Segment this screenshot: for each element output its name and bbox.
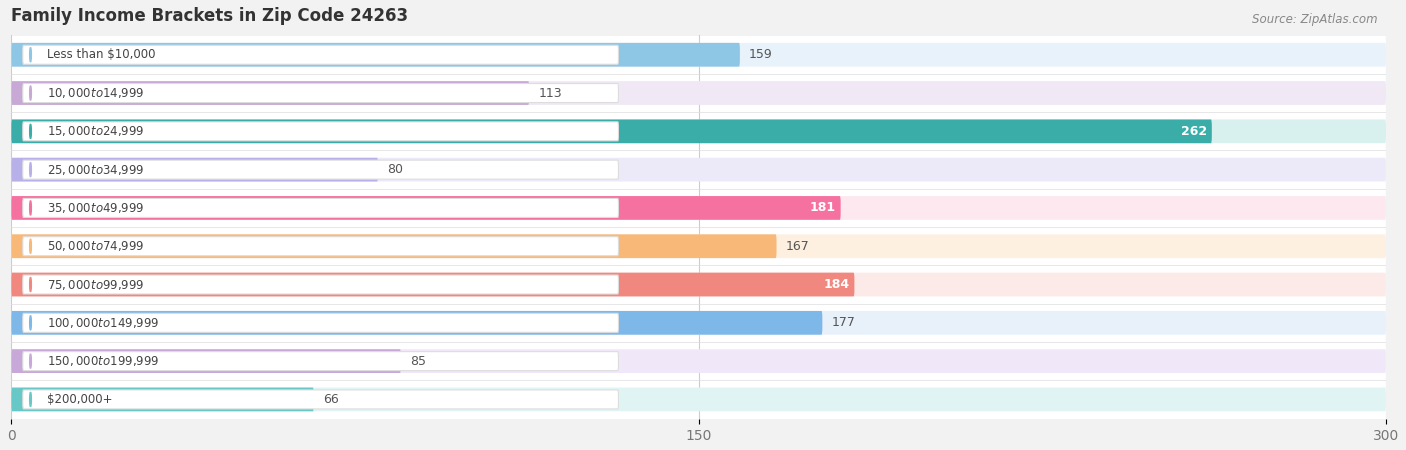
FancyBboxPatch shape xyxy=(11,196,841,220)
FancyBboxPatch shape xyxy=(11,158,1386,181)
FancyBboxPatch shape xyxy=(11,234,1386,258)
FancyBboxPatch shape xyxy=(22,351,619,371)
FancyBboxPatch shape xyxy=(11,196,1386,220)
FancyBboxPatch shape xyxy=(11,349,401,373)
FancyBboxPatch shape xyxy=(22,45,619,64)
FancyBboxPatch shape xyxy=(11,150,1386,189)
FancyBboxPatch shape xyxy=(11,74,1386,112)
FancyBboxPatch shape xyxy=(11,119,1212,143)
Circle shape xyxy=(30,201,31,215)
FancyBboxPatch shape xyxy=(11,387,1386,411)
FancyBboxPatch shape xyxy=(22,390,619,409)
Text: Family Income Brackets in Zip Code 24263: Family Income Brackets in Zip Code 24263 xyxy=(11,7,409,25)
FancyBboxPatch shape xyxy=(11,311,1386,335)
Circle shape xyxy=(30,124,31,139)
FancyBboxPatch shape xyxy=(11,81,529,105)
FancyBboxPatch shape xyxy=(22,160,619,179)
Text: 177: 177 xyxy=(831,316,855,329)
FancyBboxPatch shape xyxy=(22,275,619,294)
Circle shape xyxy=(30,162,31,177)
FancyBboxPatch shape xyxy=(11,234,776,258)
FancyBboxPatch shape xyxy=(11,158,378,181)
Circle shape xyxy=(30,239,31,253)
FancyBboxPatch shape xyxy=(11,189,1386,227)
FancyBboxPatch shape xyxy=(11,273,855,297)
Text: $25,000 to $34,999: $25,000 to $34,999 xyxy=(48,162,145,177)
FancyBboxPatch shape xyxy=(11,311,823,335)
Text: Less than $10,000: Less than $10,000 xyxy=(48,48,156,61)
FancyBboxPatch shape xyxy=(22,122,619,141)
Circle shape xyxy=(30,86,31,100)
FancyBboxPatch shape xyxy=(11,266,1386,304)
Text: 85: 85 xyxy=(411,355,426,368)
Circle shape xyxy=(30,315,31,330)
Text: 159: 159 xyxy=(749,48,773,61)
FancyBboxPatch shape xyxy=(11,380,1386,419)
Text: Source: ZipAtlas.com: Source: ZipAtlas.com xyxy=(1253,14,1378,27)
FancyBboxPatch shape xyxy=(11,304,1386,342)
Text: $100,000 to $149,999: $100,000 to $149,999 xyxy=(48,316,160,330)
Text: 113: 113 xyxy=(538,86,562,99)
Text: $35,000 to $49,999: $35,000 to $49,999 xyxy=(48,201,145,215)
Circle shape xyxy=(30,354,31,369)
FancyBboxPatch shape xyxy=(22,237,619,256)
FancyBboxPatch shape xyxy=(11,387,314,411)
Circle shape xyxy=(30,277,31,292)
FancyBboxPatch shape xyxy=(22,198,619,217)
Text: 80: 80 xyxy=(387,163,404,176)
Text: 66: 66 xyxy=(323,393,339,406)
FancyBboxPatch shape xyxy=(22,84,619,103)
Text: $15,000 to $24,999: $15,000 to $24,999 xyxy=(48,124,145,138)
Text: $150,000 to $199,999: $150,000 to $199,999 xyxy=(48,354,160,368)
FancyBboxPatch shape xyxy=(11,81,1386,105)
Circle shape xyxy=(30,48,31,62)
FancyBboxPatch shape xyxy=(11,36,1386,74)
FancyBboxPatch shape xyxy=(11,112,1386,150)
Circle shape xyxy=(30,392,31,407)
Text: $75,000 to $99,999: $75,000 to $99,999 xyxy=(48,278,145,292)
FancyBboxPatch shape xyxy=(11,349,1386,373)
FancyBboxPatch shape xyxy=(11,273,1386,297)
Text: $10,000 to $14,999: $10,000 to $14,999 xyxy=(48,86,145,100)
Text: 181: 181 xyxy=(810,202,837,215)
FancyBboxPatch shape xyxy=(11,342,1386,380)
Text: 184: 184 xyxy=(824,278,849,291)
FancyBboxPatch shape xyxy=(11,43,740,67)
FancyBboxPatch shape xyxy=(22,313,619,332)
FancyBboxPatch shape xyxy=(11,119,1386,143)
Text: 167: 167 xyxy=(786,240,810,253)
Text: $200,000+: $200,000+ xyxy=(48,393,112,406)
FancyBboxPatch shape xyxy=(11,43,1386,67)
FancyBboxPatch shape xyxy=(11,227,1386,266)
Text: 262: 262 xyxy=(1181,125,1208,138)
Text: $50,000 to $74,999: $50,000 to $74,999 xyxy=(48,239,145,253)
